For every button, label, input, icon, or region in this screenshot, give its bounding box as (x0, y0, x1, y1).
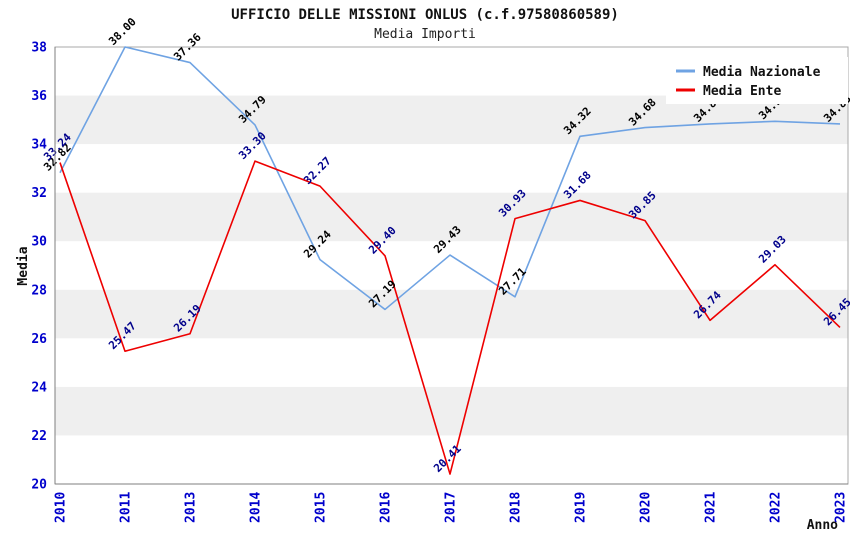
x-tick-label: 2019 (574, 492, 589, 523)
series-line-0 (59, 46, 841, 311)
y-tick-label: 38 (31, 41, 47, 56)
x-tick-label: 2016 (379, 492, 394, 523)
legend: Media Nazionale Media Ente (666, 57, 848, 104)
y-tick-label: 24 (31, 380, 47, 395)
x-tick-label: 2022 (769, 492, 784, 523)
data-label-series-1: 20.41 (431, 442, 464, 475)
x-axis-title: Anno (807, 518, 838, 533)
x-tick-label: 2013 (184, 492, 199, 523)
y-tick-label: 36 (31, 89, 47, 104)
x-tick-label: 2011 (119, 492, 134, 523)
legend-background (666, 57, 848, 104)
x-tick-label: 2014 (249, 492, 264, 523)
data-label-series-1: 32.27 (301, 154, 334, 187)
grid-band (55, 192, 848, 242)
legend-label-media-nazionale: Media Nazionale (703, 65, 821, 80)
x-tick-label: 2021 (704, 492, 719, 523)
chart-subtitle: Media Importi (374, 27, 476, 42)
x-tick-label: 2023 (834, 492, 849, 523)
plot-bands (55, 95, 848, 436)
x-tick-label: 2017 (444, 492, 459, 523)
y-tick-label: 20 (31, 478, 47, 493)
series-lines (59, 46, 841, 475)
chart-title: UFFICIO DELLE MISSIONI ONLUS (c.f.975808… (231, 7, 619, 23)
x-tick-label: 2015 (314, 492, 329, 523)
series-line-1 (59, 160, 841, 475)
y-tick-label: 26 (31, 332, 47, 347)
x-axis-tick-labels: 2010 2011 2013 2014 2015 2016 2017 2018 2019 2020… (54, 492, 849, 523)
y-tick-label: 22 (31, 429, 47, 444)
grid-band (55, 289, 848, 339)
y-tick-label: 34 (31, 138, 47, 153)
x-tick-label: 2018 (509, 492, 524, 523)
y-tick-label: 32 (31, 186, 47, 201)
y-tick-label: 30 (31, 235, 47, 250)
y-axis-tick-labels: 20 22 24 26 28 30 32 34 36 38 (31, 41, 848, 493)
data-label-series-0: 38.00 (106, 15, 139, 48)
y-tick-label: 28 (31, 283, 47, 298)
grid-band (55, 386, 848, 436)
y-axis-title: Media (16, 246, 31, 285)
x-tick-label: 2010 (54, 492, 69, 523)
x-tick-label: 2020 (639, 492, 654, 523)
legend-label-media-ente: Media Ente (703, 84, 781, 99)
